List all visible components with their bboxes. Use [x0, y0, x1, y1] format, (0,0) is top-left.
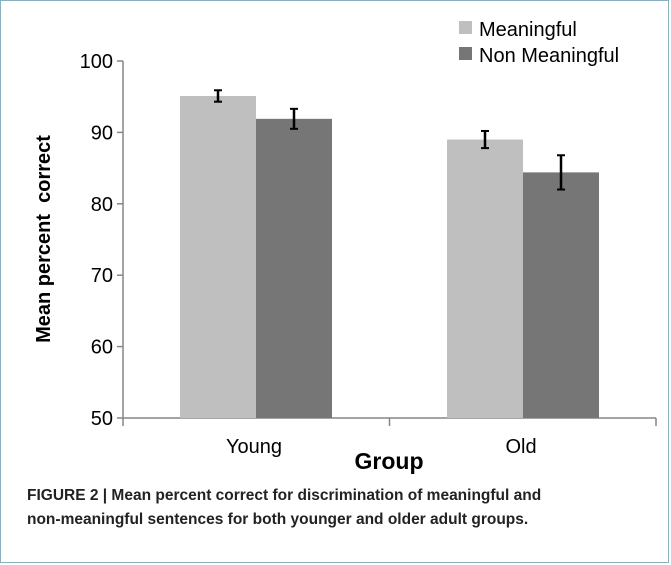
bar [180, 95, 256, 419]
caption-line-1: FIGURE 2 | Mean percent correct for disc… [27, 487, 542, 504]
y-tick-label: 50 [91, 408, 113, 430]
y-axis-title: Mean percent correct [33, 135, 55, 343]
x-tick-label: Young [226, 436, 282, 458]
bar [523, 172, 599, 418]
y-tick-label: 80 [91, 194, 113, 216]
error-bars [214, 89, 565, 191]
legend-label: Meaningful [479, 19, 577, 41]
bar [447, 139, 523, 419]
y-tick-label: 100 [80, 51, 113, 73]
legend-swatch [459, 47, 472, 60]
caption-line-2: non-meaningful sentences for both younge… [27, 511, 529, 528]
bar-chart: Meaningful Non Meaningful 50 60 70 80 90 100 Yo… [33, 19, 657, 474]
x-axis-title: Group [355, 448, 424, 474]
legend-label: Non Meaningful [479, 45, 619, 67]
bar [256, 118, 332, 419]
y-tick-label: 90 [91, 122, 113, 144]
axis-labels: 50 60 70 80 90 100 Young Old Group Mean percent c… [33, 51, 537, 474]
legend-swatch [459, 21, 472, 34]
y-tick-label: 60 [91, 337, 113, 359]
bars [180, 95, 599, 419]
y-tick-label: 70 [91, 265, 113, 287]
x-tick-label: Old [505, 436, 536, 458]
figure-caption: FIGURE 2 | Mean percent correct for disc… [27, 484, 657, 532]
legend: Meaningful Non Meaningful [459, 19, 619, 67]
